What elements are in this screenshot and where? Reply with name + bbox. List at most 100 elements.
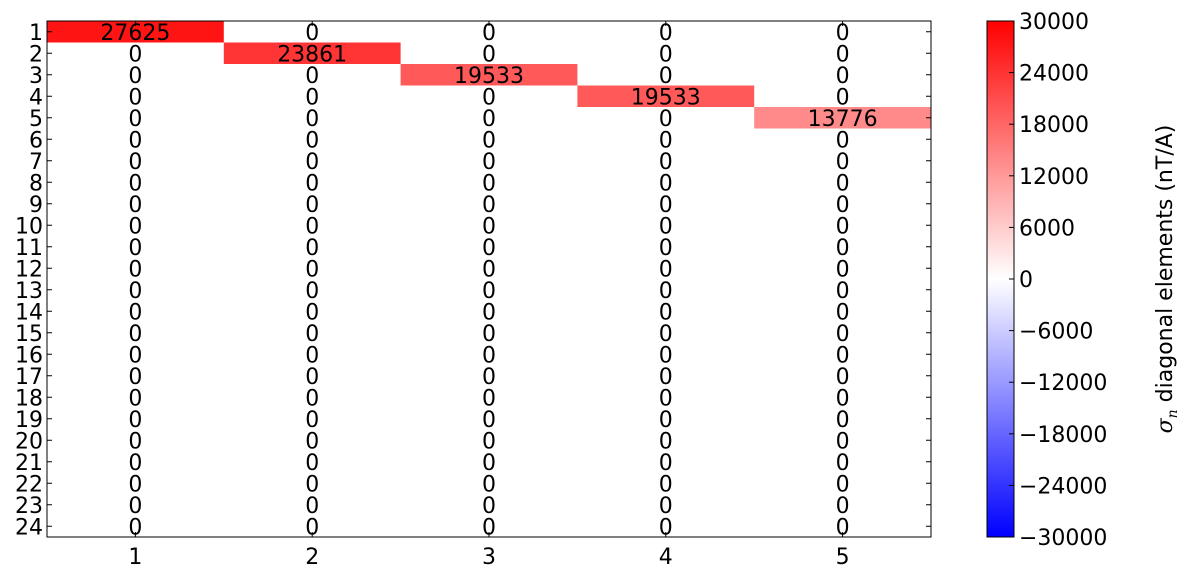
cell-value-label: 0 xyxy=(659,451,673,476)
colorbar-tick-label: 6000 xyxy=(1019,216,1075,241)
y-tick-label: 5 xyxy=(29,107,43,132)
cell-value-label: 0 xyxy=(659,171,673,196)
heatmap-cell xyxy=(400,85,578,108)
heatmap-cell xyxy=(223,429,401,452)
colorbar: 30000 24000 18000 12000 6000 0 −6000 −12000 −180… xyxy=(986,10,1181,551)
y-tick-label: 1 xyxy=(29,21,43,46)
cell-value-label: 0 xyxy=(836,42,850,67)
cell-value-label: 23861 xyxy=(277,42,347,67)
heatmap-cell xyxy=(754,193,932,215)
heatmap-cell xyxy=(47,257,225,280)
heatmap-cell xyxy=(400,365,578,387)
heatmap-cell xyxy=(400,193,578,215)
heatmap-cell xyxy=(754,472,932,495)
cell-value-label: 0 xyxy=(482,236,496,261)
cell-value-label: 0 xyxy=(305,279,319,304)
heatmap-cell xyxy=(47,279,225,301)
heatmap-cell xyxy=(577,322,755,344)
cell-value-label: 0 xyxy=(128,193,142,218)
heatmap-cell xyxy=(754,236,932,258)
y-tick-label: 21 xyxy=(15,451,43,476)
cell-value-label: 0 xyxy=(128,171,142,196)
heatmap-cell xyxy=(223,85,401,108)
cell-value-label: 0 xyxy=(128,236,142,261)
cell-value-label: 0 xyxy=(128,300,142,325)
heatmap-cell xyxy=(754,386,932,409)
y-tick-label: 8 xyxy=(29,171,43,196)
cell-value-label: 0 xyxy=(836,300,850,325)
colorbar-label: σn diagonal elements (nT/A) xyxy=(1153,125,1181,434)
y-tick-label: 14 xyxy=(15,300,43,325)
x-tick-label: 3 xyxy=(482,545,496,570)
heatmap-cell xyxy=(400,494,578,516)
cell-value-label: 0 xyxy=(482,150,496,175)
cell-value-label: 0 xyxy=(659,343,673,368)
cell-value-label: 0 xyxy=(659,494,673,519)
colorbar-tick-label: 12000 xyxy=(1019,165,1089,190)
cell-value-label: 0 xyxy=(128,322,142,347)
cell-value-label: 0 xyxy=(128,494,142,519)
heatmap-cell xyxy=(223,322,401,344)
cell-value-label: 0 xyxy=(482,343,496,368)
cell-value-label: 0 xyxy=(128,386,142,411)
cell-value-label: 0 xyxy=(482,257,496,282)
cell-value-label: 0 xyxy=(482,322,496,347)
cell-value-label: 0 xyxy=(659,300,673,325)
cell-value-label: 0 xyxy=(128,128,142,153)
heatmap-cell xyxy=(754,257,932,280)
cell-value-label: 0 xyxy=(305,107,319,132)
heatmap-cell xyxy=(754,85,932,108)
heatmap-cell xyxy=(754,42,932,65)
heatmap-cell xyxy=(223,451,401,473)
cell-value-label: 0 xyxy=(305,472,319,497)
heatmap-cell xyxy=(223,214,401,237)
x-tick-label: 5 xyxy=(836,545,850,570)
cell-value-label: 0 xyxy=(482,279,496,304)
heatmap-cell xyxy=(400,300,578,323)
cell-value-label: 19533 xyxy=(631,85,701,110)
heatmap-cell xyxy=(754,343,932,366)
heatmap-cell xyxy=(47,300,225,323)
cell-value-label: 0 xyxy=(305,85,319,110)
heatmap-cell xyxy=(223,42,401,65)
cell-value-label: 0 xyxy=(482,21,496,46)
heatmap-cell xyxy=(577,150,755,172)
cell-value-label: 13776 xyxy=(808,107,878,132)
y-tick-label: 10 xyxy=(15,214,43,239)
cell-value-label: 0 xyxy=(305,494,319,519)
cell-value-label: 0 xyxy=(659,150,673,175)
cell-value-label: 0 xyxy=(305,171,319,196)
heatmap-cell xyxy=(754,408,932,430)
heatmap-cell xyxy=(47,236,225,258)
heatmap-cell xyxy=(400,429,578,452)
colorbar-tick-label: 30000 xyxy=(1019,10,1089,35)
heatmap-cell xyxy=(754,21,932,43)
heatmap-cell xyxy=(400,408,578,430)
cell-value-label: 0 xyxy=(659,515,673,540)
cell-value-label: 0 xyxy=(305,343,319,368)
y-tick-label: 4 xyxy=(29,85,43,110)
heatmap-cell xyxy=(47,150,225,172)
cell-value-label: 0 xyxy=(128,85,142,110)
cell-value-label: 0 xyxy=(305,408,319,433)
heatmap-cell xyxy=(223,171,401,194)
heatmap-cell xyxy=(754,64,932,86)
cell-value-label: 0 xyxy=(482,214,496,239)
colorbar-tick-label: −24000 xyxy=(1019,474,1107,499)
cell-value-label: 0 xyxy=(305,236,319,261)
heatmap-cell xyxy=(400,343,578,366)
y-tick-label: 11 xyxy=(15,236,43,261)
y-tick-label: 3 xyxy=(29,64,43,89)
heatmap-cell xyxy=(223,128,401,151)
cell-value-label: 0 xyxy=(482,193,496,218)
heatmap-cell xyxy=(577,472,755,495)
heatmap-cell xyxy=(400,257,578,280)
heatmap-cell xyxy=(577,515,755,538)
colorbar-tick-label: 0 xyxy=(1019,268,1033,293)
cell-value-label: 0 xyxy=(128,408,142,433)
plot-area: 27625 0 0 0 00 23861 0 0 00 0 19533 0 00 0 0 19533 00 0 0 0… xyxy=(15,20,932,570)
y-tick-label: 6 xyxy=(29,128,43,153)
cell-value-label: 0 xyxy=(305,322,319,347)
cell-value-label: 0 xyxy=(128,472,142,497)
cell-value-label: 0 xyxy=(659,365,673,390)
